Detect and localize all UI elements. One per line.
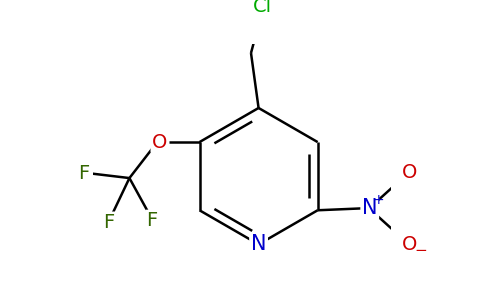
Text: F: F <box>147 211 158 230</box>
Text: N: N <box>251 234 266 254</box>
Text: N: N <box>362 198 378 218</box>
Text: O: O <box>402 235 417 254</box>
Text: O: O <box>152 133 167 152</box>
Text: −: − <box>414 243 427 258</box>
Text: Cl: Cl <box>253 0 272 16</box>
Text: O: O <box>402 163 417 182</box>
Text: F: F <box>103 213 114 232</box>
Text: F: F <box>78 164 90 183</box>
Text: +: + <box>373 193 384 207</box>
